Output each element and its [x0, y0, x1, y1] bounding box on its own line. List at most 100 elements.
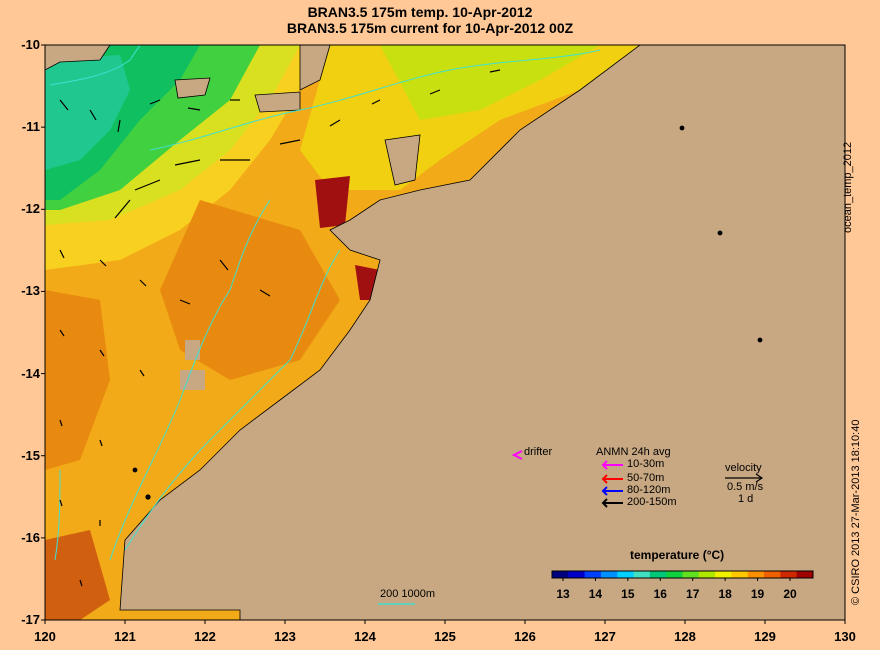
- current-vector: [371, 99, 381, 105]
- legend-arrow-icon: [601, 498, 623, 508]
- velocity-duration: 1 d: [738, 493, 754, 505]
- current-vector: [149, 99, 161, 105]
- ocean-north-green: [380, 45, 600, 120]
- y-tick-marks: [41, 44, 45, 621]
- chart-title: BRAN3.5 175m temp. 10-Apr-2012: [307, 4, 533, 20]
- colorbar-tick-label: 20: [783, 587, 797, 601]
- current-vector: [89, 109, 97, 121]
- drifter-marker: [511, 450, 523, 460]
- legend-item-label: 200-150m: [627, 496, 677, 508]
- colorbar-swatch: [764, 571, 781, 578]
- velocity-speed: 0.5 m/s: [727, 481, 764, 493]
- current-vector: [59, 499, 63, 507]
- x-tick-label: 126: [514, 629, 536, 644]
- y-tick-label: -14: [21, 365, 40, 381]
- colorbar-swatch: [584, 571, 602, 578]
- current-vector: [259, 289, 271, 297]
- x-tick-label: 120: [34, 629, 56, 644]
- colorbar-swatch: [600, 571, 618, 578]
- colorbar-tick-label: 13: [556, 587, 570, 601]
- x-tick-label: 124: [354, 629, 376, 644]
- current-vector: [174, 159, 201, 166]
- x-tick-label: 129: [754, 629, 776, 644]
- drifter-arrow-icon: [511, 450, 523, 460]
- current-vector: [59, 419, 63, 427]
- land: [44, 44, 846, 621]
- station-marker: [679, 125, 685, 131]
- colorbar-tick-label: 19: [750, 587, 765, 601]
- island-north-3: [254, 91, 301, 113]
- station-marker: [132, 467, 138, 473]
- current-vector: [134, 179, 161, 191]
- legend-title: ANMN 24h avg: [596, 446, 671, 458]
- colorbar-swatch: [649, 571, 667, 578]
- colorbar-swatch: [731, 571, 749, 578]
- x-tick-label: 125: [434, 629, 456, 644]
- legend-item-label: 50-70m: [627, 472, 665, 484]
- colorbar-swatch: [780, 571, 798, 578]
- side-label-bottom: © CSIRO 2013 27-Mar-2013 18:10:40: [850, 419, 862, 605]
- colorbar-swatch: [617, 571, 635, 578]
- current-vector: [117, 119, 121, 133]
- x-tick-marks: [44, 620, 846, 624]
- x-tick-label: 128: [674, 629, 696, 644]
- colorbar-title: temperature (°C): [630, 548, 725, 562]
- current-vector: [114, 199, 131, 219]
- station-marker: [757, 337, 763, 343]
- current-vector: [99, 439, 103, 447]
- shoal-1: [185, 340, 200, 360]
- current-vector: [139, 369, 145, 377]
- velocity-title: velocity: [725, 462, 762, 474]
- chart-subtitle: BRAN3.5 175m current for 10-Apr-2012 00Z: [286, 20, 574, 36]
- colorbar-swatch: [682, 571, 700, 578]
- current-vector: [219, 259, 229, 271]
- x-tick-label: 122: [194, 629, 216, 644]
- bathymetry-contours: [49, 44, 601, 561]
- colorbar-swatch: [568, 571, 586, 578]
- current-vector: [59, 249, 65, 259]
- ocean-orange-south: [45, 530, 110, 620]
- colorbar-tick-label: 18: [718, 587, 732, 601]
- current-vector: [429, 89, 441, 95]
- current-vector: [489, 69, 501, 73]
- contour-southwest: [54, 469, 61, 561]
- current-vector: [59, 99, 69, 111]
- contour-200-south: [124, 249, 341, 551]
- colorbar-swatch: [633, 571, 651, 578]
- ocean-north-yellow: [300, 45, 640, 190]
- legend-item-label: 80-120m: [627, 484, 671, 496]
- current-vector: [139, 279, 147, 287]
- colorbar-tick-label: 15: [621, 587, 635, 601]
- x-tick-label: 127: [594, 629, 616, 644]
- y-tick-label: -10: [21, 37, 40, 52]
- current-vector: [187, 107, 201, 111]
- colorbar-swatch: [698, 571, 716, 578]
- current-vector: [79, 579, 83, 587]
- y-tick-label: -11: [21, 119, 40, 135]
- colorbar-tick-label: 17: [686, 587, 700, 601]
- colorbar-swatch: [715, 571, 732, 578]
- colorbar-swatch: [796, 571, 814, 578]
- x-tick-label: 123: [274, 629, 296, 644]
- station-marker: [717, 230, 723, 236]
- shoal-2: [180, 370, 205, 390]
- y-tick-label: -16: [21, 529, 40, 545]
- current-vector: [279, 139, 301, 145]
- current-vector: [59, 329, 65, 337]
- drifter-label: drifter: [524, 446, 553, 458]
- side-label-top: ocean_temp_2012: [842, 141, 854, 233]
- contour-200-north: [49, 44, 141, 86]
- x-tick-label: 121: [114, 629, 136, 644]
- y-tick-label: -15: [21, 447, 40, 463]
- colorbar-tick-label: 14: [588, 587, 603, 601]
- legend-arrow-icon: [601, 474, 623, 484]
- legend-item-label: 10-30m: [627, 458, 665, 470]
- colorbar-swatch: [747, 571, 765, 578]
- colorbar: [551, 570, 814, 581]
- current-vector: [99, 349, 105, 357]
- island-north-4: [384, 134, 421, 186]
- y-tick-label: -17: [21, 612, 40, 627]
- bathy-legend-label: 200 1000m: [380, 588, 436, 600]
- contour-200-shelf: [149, 49, 601, 151]
